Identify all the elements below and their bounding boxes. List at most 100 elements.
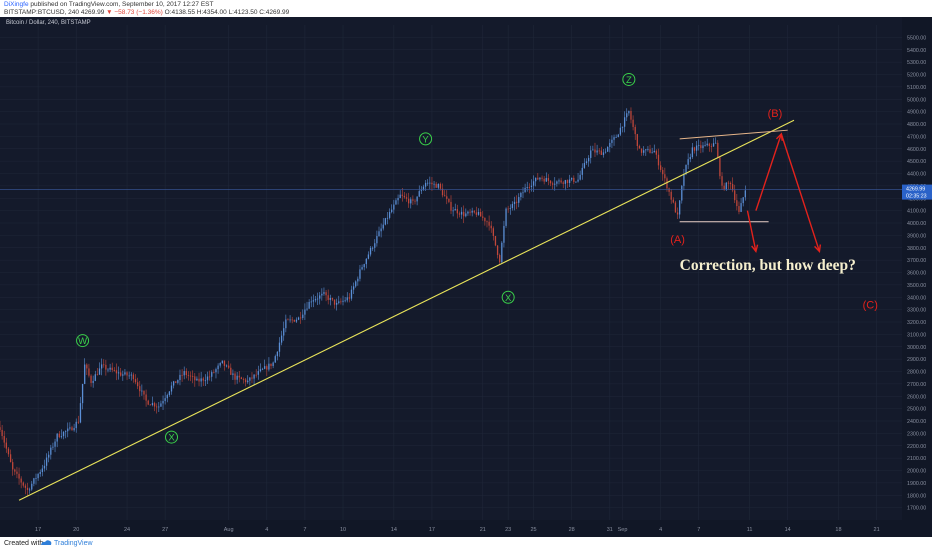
date-tick-label: 4 (659, 527, 662, 533)
candle-body (587, 157, 590, 162)
candle-body (700, 145, 702, 149)
candle-body (547, 178, 550, 181)
candle-body (494, 235, 497, 246)
candle-body (16, 471, 18, 474)
candle-body (437, 183, 439, 188)
projection-arrow-head (814, 244, 822, 253)
candle-body (352, 286, 355, 290)
candle-body (223, 360, 226, 366)
candle-body (139, 386, 141, 392)
chart-area[interactable]: 1700.00 1800.00 1900.00 2000.00 2100.00 2200.… (0, 17, 932, 537)
candle-body (621, 126, 624, 128)
candle-body (725, 182, 727, 190)
candle-body (160, 403, 162, 407)
candle-body (331, 297, 334, 300)
triangle-upper-line (679, 129, 788, 140)
candle-body (293, 319, 295, 322)
candle-body (255, 374, 257, 376)
author-link[interactable]: DiXingfe (4, 1, 29, 8)
candle-body (1, 429, 3, 437)
candle-body (551, 183, 554, 185)
candle-body (228, 365, 230, 368)
candle-body (31, 483, 33, 490)
candle-body (86, 364, 88, 369)
candle-body (676, 212, 679, 215)
candle-body (92, 380, 94, 383)
price-tick-label: 1800.00 (907, 493, 926, 499)
candle-body (58, 433, 60, 438)
candle-body (257, 371, 259, 375)
candle-body (67, 428, 69, 432)
candle-body (397, 197, 399, 201)
candle-body (336, 302, 338, 305)
candle-body (236, 375, 238, 380)
candle-body (340, 301, 342, 303)
candle-body (513, 201, 516, 205)
candle-body (264, 366, 266, 369)
candle-body (702, 145, 704, 149)
chart-canvas[interactable]: 1700.00 1800.00 1900.00 2000.00 2100.00 2200.… (0, 17, 932, 537)
brand-link[interactable]: TradingView (54, 540, 93, 547)
candle-body (378, 231, 380, 237)
symbol-info: BITSTAMP:BTCUSD, 240 4269.99 ▼ −58.73 (−… (4, 9, 928, 17)
candle-body (691, 147, 694, 158)
candle-body (594, 149, 596, 153)
projection-arrow-line (780, 133, 821, 252)
chart-header: DiXingfe published on TradingView.com, S… (0, 0, 932, 16)
price-tick-label: 5500.00 (907, 35, 926, 41)
candle-body (310, 301, 312, 303)
candle-body (596, 150, 598, 153)
candle-body (412, 199, 414, 201)
candle-body (683, 174, 685, 186)
price-tick-label: 4400.00 (907, 172, 926, 178)
candle-body (659, 165, 662, 170)
candle-body (433, 183, 435, 185)
candle-body (348, 297, 351, 299)
candle-body (107, 369, 109, 371)
candle-body (530, 185, 533, 188)
candle-body (405, 197, 408, 199)
candle-body (202, 378, 204, 381)
candle-body (314, 299, 317, 301)
candle-body (604, 151, 607, 153)
candle-body (306, 308, 308, 310)
candle-body (393, 204, 395, 210)
candle-body (685, 164, 687, 175)
candle-body (124, 372, 126, 375)
candle-body (325, 292, 327, 296)
candle-body (244, 379, 247, 383)
candle-body (535, 177, 537, 182)
candle-body (590, 150, 592, 158)
candle-body (28, 489, 31, 491)
candle-body (727, 182, 730, 184)
candle-body (96, 374, 99, 376)
price-tick-label: 2900.00 (907, 357, 926, 363)
candle-body (674, 202, 677, 213)
candle-body (376, 236, 378, 244)
candle-body (122, 374, 124, 376)
candle-body (166, 395, 168, 399)
candle-body (374, 243, 376, 248)
candle-body (172, 381, 175, 386)
candle-body (609, 142, 611, 147)
candle-body (482, 216, 484, 218)
candle-body (357, 278, 359, 282)
date-tick-label: 28 (569, 527, 575, 533)
candle-body (558, 180, 560, 182)
candle-body (511, 204, 514, 209)
candle-body (693, 147, 696, 151)
candle-body (719, 157, 721, 177)
plot-background (0, 17, 932, 537)
price-tick-label: 5300.00 (907, 60, 926, 66)
bar-countdown: 02:35:23 (906, 194, 927, 200)
candle-body (329, 297, 331, 300)
candle-body (158, 406, 160, 408)
candle-body (276, 351, 279, 357)
chart-footer: Created with TradingView (0, 537, 932, 550)
date-tick-label: 11 (747, 527, 753, 533)
candle-body (215, 369, 217, 373)
candle-body (367, 254, 370, 259)
candle-body (630, 110, 632, 120)
candle-body (562, 182, 564, 184)
candle-body (323, 292, 325, 294)
